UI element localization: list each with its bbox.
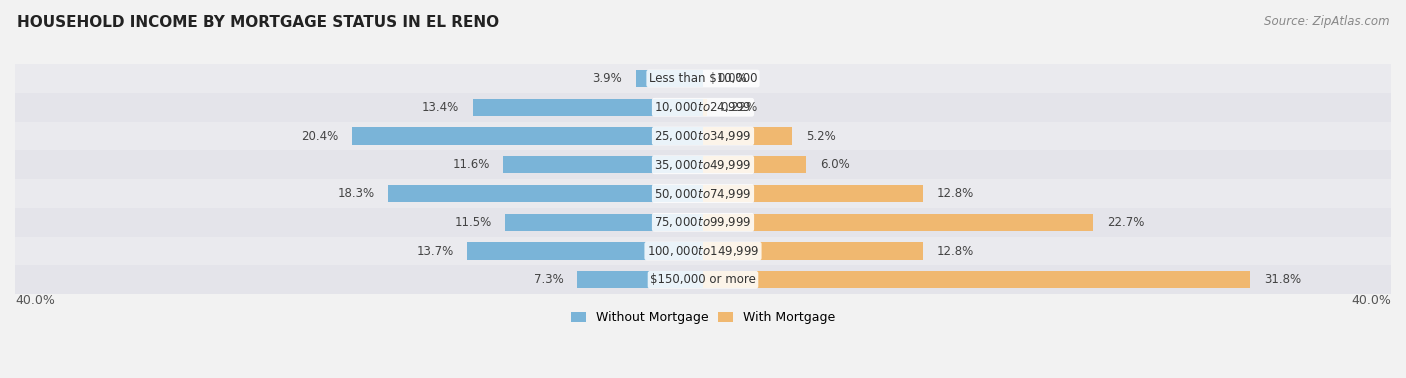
Text: $25,000 to $34,999: $25,000 to $34,999 (654, 129, 752, 143)
Text: $150,000 or more: $150,000 or more (650, 273, 756, 286)
Text: 11.6%: 11.6% (453, 158, 489, 171)
FancyBboxPatch shape (15, 237, 1391, 265)
FancyBboxPatch shape (15, 265, 1391, 294)
Text: 40.0%: 40.0% (15, 294, 55, 307)
Bar (703, 271, 1250, 288)
Text: $100,000 to $149,999: $100,000 to $149,999 (647, 244, 759, 258)
Bar (703, 185, 924, 202)
Text: $10,000 to $24,999: $10,000 to $24,999 (654, 100, 752, 114)
Text: 12.8%: 12.8% (936, 187, 974, 200)
Text: 6.0%: 6.0% (820, 158, 849, 171)
Text: HOUSEHOLD INCOME BY MORTGAGE STATUS IN EL RENO: HOUSEHOLD INCOME BY MORTGAGE STATUS IN E… (17, 15, 499, 30)
Text: 0.0%: 0.0% (717, 72, 747, 85)
Text: 12.8%: 12.8% (936, 245, 974, 257)
Text: Source: ZipAtlas.com: Source: ZipAtlas.com (1264, 15, 1389, 28)
Text: 13.7%: 13.7% (416, 245, 454, 257)
Bar (703, 156, 806, 174)
Text: 11.5%: 11.5% (454, 216, 492, 229)
Text: 0.22%: 0.22% (720, 101, 758, 114)
FancyBboxPatch shape (15, 122, 1391, 150)
FancyBboxPatch shape (15, 179, 1391, 208)
Text: Less than $10,000: Less than $10,000 (648, 72, 758, 85)
Bar (703, 127, 793, 145)
Bar (472, 99, 703, 116)
Bar (352, 127, 703, 145)
Text: 40.0%: 40.0% (1351, 294, 1391, 307)
Text: 18.3%: 18.3% (337, 187, 374, 200)
Text: $75,000 to $99,999: $75,000 to $99,999 (654, 215, 752, 229)
Bar (703, 99, 707, 116)
FancyBboxPatch shape (15, 93, 1391, 122)
Bar (703, 214, 1094, 231)
Text: 20.4%: 20.4% (301, 130, 339, 143)
Text: $50,000 to $74,999: $50,000 to $74,999 (654, 186, 752, 201)
Bar (503, 156, 703, 174)
Legend: Without Mortgage, With Mortgage: Without Mortgage, With Mortgage (565, 306, 841, 329)
FancyBboxPatch shape (15, 150, 1391, 179)
Text: 7.3%: 7.3% (534, 273, 564, 286)
Text: 3.9%: 3.9% (592, 72, 623, 85)
Text: $35,000 to $49,999: $35,000 to $49,999 (654, 158, 752, 172)
Text: 22.7%: 22.7% (1107, 216, 1144, 229)
Bar (578, 271, 703, 288)
FancyBboxPatch shape (15, 208, 1391, 237)
Bar (467, 242, 703, 260)
FancyBboxPatch shape (15, 64, 1391, 93)
Text: 5.2%: 5.2% (806, 130, 837, 143)
Bar (636, 70, 703, 87)
Text: 31.8%: 31.8% (1264, 273, 1301, 286)
Bar (505, 214, 703, 231)
Bar (388, 185, 703, 202)
Bar (703, 242, 924, 260)
Text: 13.4%: 13.4% (422, 101, 458, 114)
